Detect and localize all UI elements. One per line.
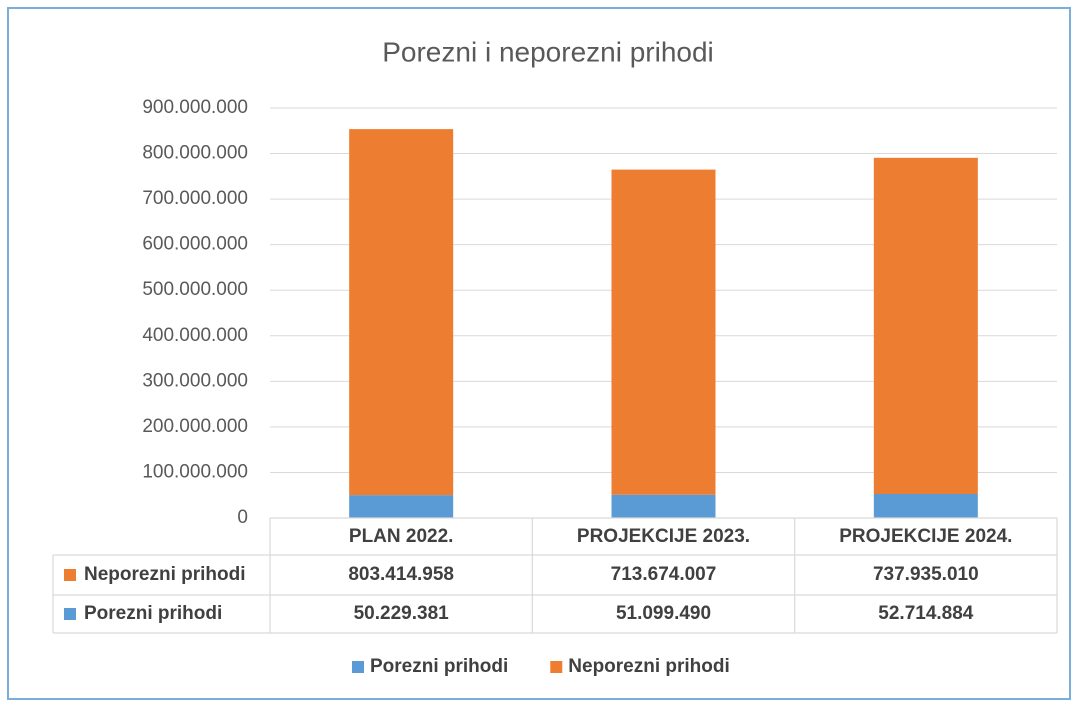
bar-segment bbox=[611, 169, 716, 495]
legend-swatch bbox=[550, 661, 563, 673]
bar-segment bbox=[873, 157, 978, 494]
y-tick-label: 0 bbox=[237, 507, 248, 528]
y-tick-label: 700.000.000 bbox=[142, 188, 248, 209]
table-value: 737.935.010 bbox=[873, 564, 979, 585]
bar-segment bbox=[873, 493, 978, 518]
y-tick-label: 400.000.000 bbox=[142, 325, 248, 346]
y-tick-label: 600.000.000 bbox=[142, 234, 248, 255]
table-value: 50.229.381 bbox=[354, 603, 450, 624]
table-row-label: Porezni prihodi bbox=[84, 603, 222, 624]
table-value: 52.714.884 bbox=[878, 603, 974, 624]
legend-swatch bbox=[352, 661, 364, 673]
table-value: 713.674.007 bbox=[611, 564, 717, 585]
y-tick-label: 300.000.000 bbox=[142, 370, 248, 391]
legend-label: Porezni prihodi bbox=[370, 656, 508, 677]
table-header: PLAN 2022. bbox=[349, 526, 454, 547]
bar-segment bbox=[349, 495, 454, 518]
table-value: 51.099.490 bbox=[616, 603, 711, 624]
table-header: PROJEKCIJE 2024. bbox=[839, 526, 1012, 547]
chart-title: Porezni i neporezni prihodi bbox=[382, 36, 714, 67]
y-tick-label: 100.000.000 bbox=[142, 461, 248, 482]
y-tick-label: 800.000.000 bbox=[142, 143, 248, 164]
y-tick-label: 900.000.000 bbox=[142, 97, 248, 118]
y-tick-label: 200.000.000 bbox=[142, 416, 248, 437]
table-value: 803.414.958 bbox=[348, 564, 454, 585]
legend-key bbox=[64, 569, 76, 581]
y-tick-label: 500.000.000 bbox=[142, 279, 248, 300]
table-row-label: Neporezni prihodi bbox=[84, 564, 246, 585]
legend-key bbox=[64, 608, 76, 620]
bar-segment bbox=[611, 494, 716, 518]
bar-segment bbox=[349, 129, 454, 496]
table-header: PROJEKCIJE 2023. bbox=[577, 526, 750, 547]
legend-label: Neporezni prihodi bbox=[568, 656, 730, 677]
